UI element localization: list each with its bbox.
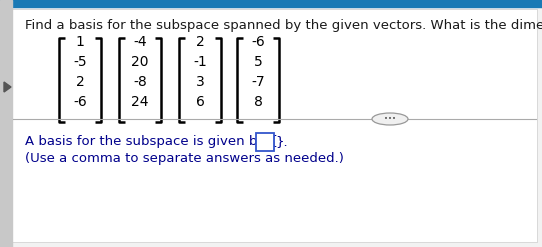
Text: -8: -8 <box>133 75 147 89</box>
Text: Find a basis for the subspace spanned by the given vectors. What is the dimensio: Find a basis for the subspace spanned by… <box>25 19 542 32</box>
Text: 24: 24 <box>131 95 149 109</box>
Text: -6: -6 <box>73 95 87 109</box>
Ellipse shape <box>372 113 408 125</box>
Text: 3: 3 <box>196 75 204 89</box>
Text: 5: 5 <box>254 55 262 69</box>
Polygon shape <box>4 82 11 92</box>
Text: -5: -5 <box>73 55 87 69</box>
Bar <box>0 0 12 247</box>
Bar <box>256 133 274 151</box>
Text: 1: 1 <box>75 35 85 49</box>
Text: 2: 2 <box>76 75 85 89</box>
Text: 2: 2 <box>196 35 204 49</box>
Text: -4: -4 <box>133 35 147 49</box>
Bar <box>0 0 542 7</box>
Text: 6: 6 <box>196 95 204 109</box>
Text: 8: 8 <box>254 95 262 109</box>
Text: A basis for the subspace is given by {: A basis for the subspace is given by { <box>25 135 278 148</box>
Text: }.: }. <box>275 135 288 148</box>
Text: •••: ••• <box>384 116 396 122</box>
Text: -7: -7 <box>251 75 265 89</box>
Text: 20: 20 <box>131 55 149 69</box>
Text: -1: -1 <box>193 55 207 69</box>
Text: (Use a comma to separate answers as needed.): (Use a comma to separate answers as need… <box>25 152 344 165</box>
Text: -6: -6 <box>251 35 265 49</box>
